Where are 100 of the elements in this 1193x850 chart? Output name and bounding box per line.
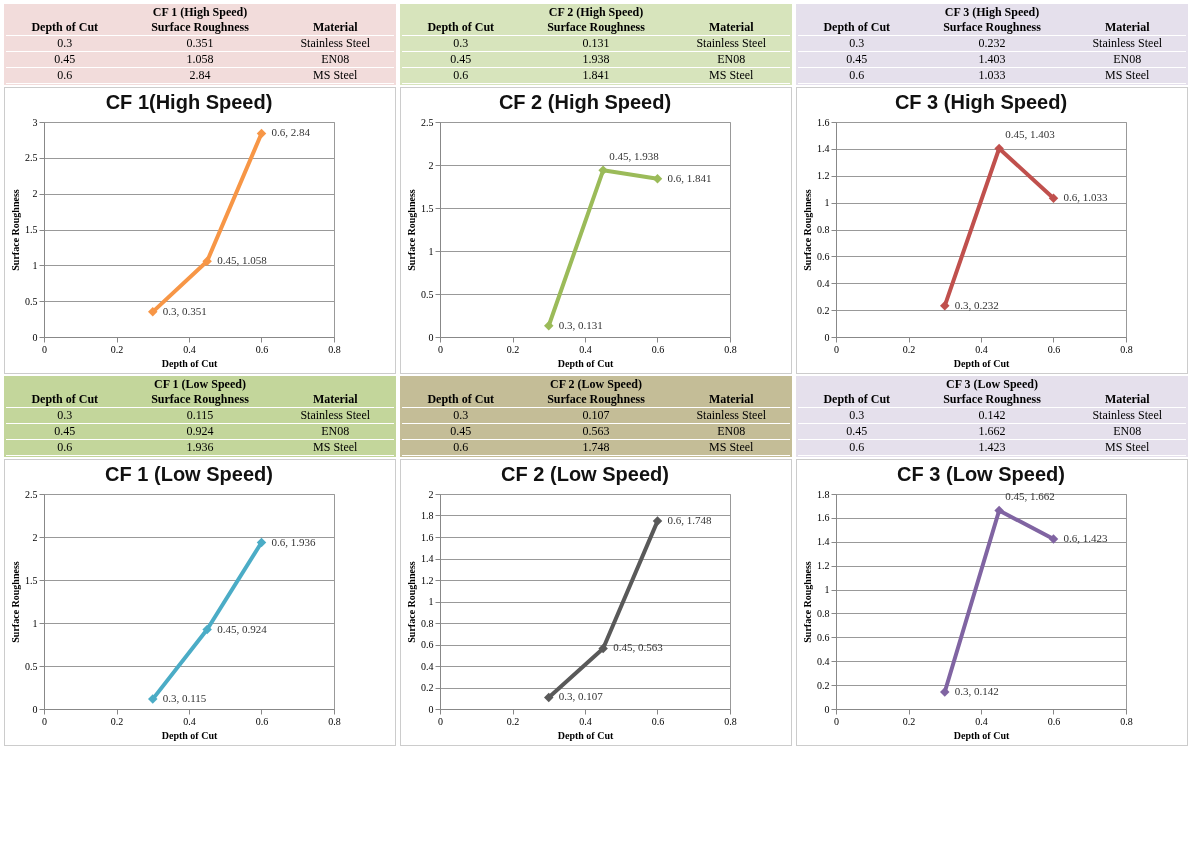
data-label: 0.45, 1.403 xyxy=(1005,128,1056,141)
y-tick-label: 1.6 xyxy=(817,116,830,128)
text: Surface Roughness xyxy=(123,392,277,408)
text: 0.107 xyxy=(519,408,673,424)
y-tick-label: 2.5 xyxy=(25,152,38,164)
y-tick-label: 0.4 xyxy=(421,660,434,672)
x-axis-title: Depth of Cut xyxy=(953,729,1010,741)
y-tick-label: 1.2 xyxy=(817,560,830,572)
chart-title: CF 2 (High Speed) xyxy=(498,91,672,113)
x-axis-title: Depth of Cut xyxy=(557,357,614,369)
data-label: 0.45, 1.058 xyxy=(217,254,268,267)
data-label: 0.3, 0.107 xyxy=(558,690,604,703)
y-tick-label: 0 xyxy=(428,331,434,343)
x-tick-label: 0.8 xyxy=(1120,343,1133,355)
text: 0.3 xyxy=(798,36,916,52)
data-label: 0.6, 2.84 xyxy=(271,126,311,139)
y-tick-label: 0 xyxy=(824,331,830,343)
chart-title: CF 1 (Low Speed) xyxy=(105,463,273,485)
x-tick-label: 0 xyxy=(42,343,47,355)
text: 0.142 xyxy=(915,408,1069,424)
point xyxy=(598,643,608,654)
y-tick-label: 0 xyxy=(32,703,38,715)
y-tick-label: 0 xyxy=(824,703,830,715)
text: Material xyxy=(672,392,790,408)
text: MS Steel xyxy=(672,440,790,456)
x-tick-label: 0 xyxy=(834,343,839,355)
text: 0.3 xyxy=(402,408,520,424)
data-label: 0.6, 1.033 xyxy=(1063,191,1108,204)
point xyxy=(994,143,1004,154)
x-tick-label: 0.6 xyxy=(255,715,269,727)
y-tick-label: 2 xyxy=(428,159,434,171)
text: 0.232 xyxy=(915,36,1069,52)
x-tick-label: 0.4 xyxy=(975,715,988,727)
x-tick-label: 0 xyxy=(42,715,47,727)
text: Surface Roughness xyxy=(915,20,1069,36)
x-tick-label: 0.2 xyxy=(110,715,124,727)
x-tick-label: 0.8 xyxy=(328,343,341,355)
data-label: 0.45, 0.924 xyxy=(217,622,268,635)
x-tick-label: 0.6 xyxy=(255,343,269,355)
y-tick-label: 1.2 xyxy=(817,170,830,182)
x-tick-label: 0.4 xyxy=(183,343,196,355)
x-tick-label: 0.2 xyxy=(506,715,520,727)
chart-title: CF 2 (Low Speed) xyxy=(501,463,669,485)
text: 0.6 xyxy=(6,440,124,456)
text: Stainless Steel xyxy=(1068,36,1186,52)
x-tick-label: 0.2 xyxy=(110,343,124,355)
text: 0.6 xyxy=(6,68,124,84)
point xyxy=(1048,534,1059,544)
x-axis-title: Depth of Cut xyxy=(161,357,218,369)
text: 1.841 xyxy=(519,68,673,84)
point xyxy=(1048,193,1059,203)
data-label: 0.3, 0.131 xyxy=(558,318,603,331)
x-tick-label: 0.8 xyxy=(1120,715,1133,727)
text: Depth of Cut xyxy=(6,20,124,36)
point xyxy=(148,307,158,317)
y-tick-label: 0.5 xyxy=(25,660,38,672)
y-tick-label: 1 xyxy=(824,584,830,596)
y-tick-label: 0 xyxy=(428,703,434,715)
y-tick-label: 0.4 xyxy=(817,655,830,667)
text: 0.45 xyxy=(6,52,124,68)
y-tick-label: 0.8 xyxy=(817,607,830,619)
data-label: 0.3, 0.115 xyxy=(162,692,207,705)
y-tick-label: 2 xyxy=(428,488,434,500)
text: CF 3 (Low Speed) xyxy=(945,377,1039,392)
text: Material xyxy=(1068,20,1186,36)
text: Surface Roughness xyxy=(519,20,673,36)
y-axis-title: Surface Roughness xyxy=(802,561,813,643)
text: Stainless Steel xyxy=(672,408,790,424)
x-tick-label: 0.8 xyxy=(724,715,737,727)
text: Material xyxy=(276,392,394,408)
y-tick-label: 1 xyxy=(428,596,434,607)
data-label: 0.45, 0.563 xyxy=(613,641,664,654)
x-tick-label: 0.8 xyxy=(328,715,341,727)
y-tick-label: 1.5 xyxy=(25,224,38,235)
x-tick-label: 0 xyxy=(438,343,443,355)
data-label: 0.6, 1.936 xyxy=(271,535,316,548)
y-axis-title: Surface Roughness xyxy=(406,189,417,271)
y-tick-label: 1 xyxy=(32,259,38,271)
point xyxy=(544,692,554,703)
x-axis-title: Depth of Cut xyxy=(161,729,218,741)
text: Stainless Steel xyxy=(276,408,394,424)
y-tick-label: 0.6 xyxy=(421,639,434,650)
y-tick-label: 0.2 xyxy=(421,682,434,693)
x-tick-label: 0.6 xyxy=(1047,343,1061,355)
y-tick-label: 1.8 xyxy=(421,510,434,521)
x-tick-label: 0.6 xyxy=(651,715,665,727)
text: EN08 xyxy=(276,424,394,440)
x-tick-label: 0.2 xyxy=(506,343,520,355)
data-label: 0.45, 1.662 xyxy=(1005,490,1055,503)
text: CF 1 (High Speed) xyxy=(151,5,249,20)
text: 0.131 xyxy=(519,36,673,52)
text: Material xyxy=(1068,392,1186,408)
text: MS Steel xyxy=(276,440,394,456)
y-tick-label: 0.6 xyxy=(817,250,830,262)
text: Material xyxy=(276,20,394,36)
x-tick-label: 0.6 xyxy=(1047,715,1061,727)
point xyxy=(256,128,267,139)
text: 0.45 xyxy=(798,424,916,440)
text: 0.6 xyxy=(798,68,916,84)
text: 0.6 xyxy=(798,440,916,456)
